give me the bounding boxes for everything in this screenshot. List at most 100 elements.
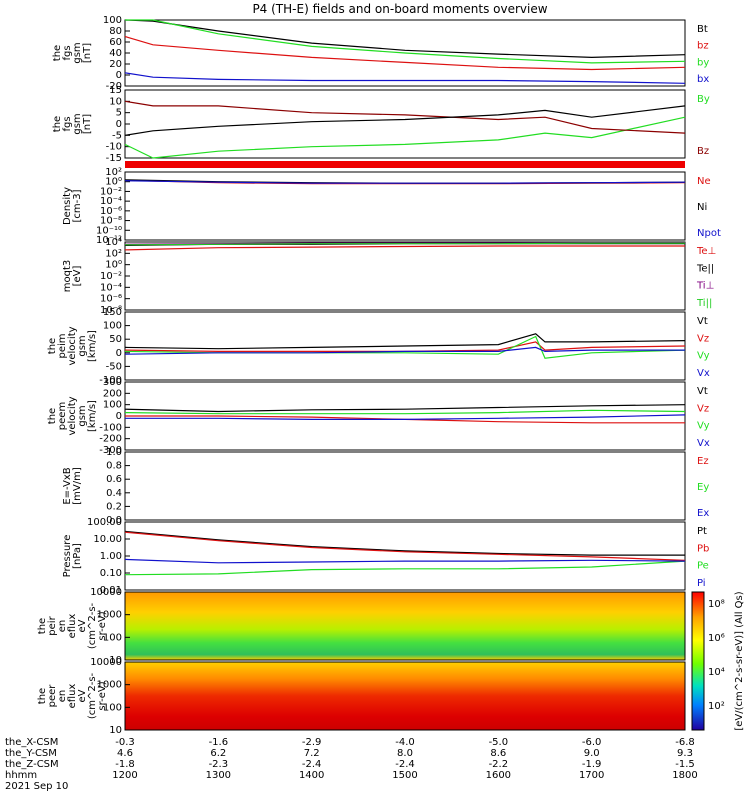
y-tick-label: 100 [103,15,122,26]
panel-peir: 10000 1000 100 10 the peir en eflux eV (cm^2-s-sr… [37,587,686,666]
legend-entry: Vt [697,386,708,397]
date-label: 2021 Sep 10 [5,781,68,792]
x-tick-label: 9.3 [677,748,693,759]
y-axis-label: gsm [72,42,83,63]
y-tick-label: 0.0 [106,515,122,526]
y-axis-label: Density [62,187,73,225]
x-row-label: the_Z-CSM [5,759,59,770]
y-axis-label: peem [57,402,68,430]
series-Vt [124,404,686,413]
y-tick-label: -100 [99,422,122,433]
y-axis-label: velocity [67,326,78,365]
series-Ti|| [124,242,685,246]
y-axis-label: en [57,690,68,703]
y-axis-label: sr-eV) [97,681,108,710]
y-axis-label: fgs [62,116,73,131]
y-axis-label: peir [47,615,58,635]
legend-entry: By [697,94,710,105]
legend-entry: by [697,57,709,68]
legend-entry: Te|| [696,263,714,274]
legend-entry: Bz [697,146,709,157]
y-axis-label: eV [77,689,88,702]
y-tick-label: 1.0 [106,447,122,458]
y-axis-label: the [52,116,63,132]
y-axis-label: en [57,620,68,633]
series-Bx [124,105,686,136]
x-tick-label: 6.2 [210,748,226,759]
y-tick-label: 10 [109,655,122,666]
y-tick-label: 40 [109,48,122,59]
y-tick-label: 1.00 [100,551,122,562]
x-tick-label: 8.0 [397,748,413,759]
panel-efield: 1.0 0.8 0.6 0.4 0.2 0.0 E=-VxB [mV/m] Ez Ey Ex [62,447,709,526]
panel-pressure: 100.00 10.00 1.00 0.10 0.01 Pressure [nPa] Pt Pb… [62,517,709,596]
colorbar-tick: 10⁴ [708,667,725,678]
panel-frame [124,241,686,311]
y-axis-label: eflux [67,614,78,639]
y-axis-label: eflux [67,684,78,709]
y-tick-label: 0.8 [106,461,122,472]
series-Pb [124,531,686,561]
y-axis-label: gsm [72,113,83,134]
y-tick-label: 10.00 [93,534,122,545]
legend-entry: Ti⊥ [696,281,714,292]
y-tick-label: 0.01 [100,585,122,596]
x-tick-label: -1.9 [582,759,602,770]
y-tick-label: 10⁻⁶ [100,294,122,305]
x-tick-label: 1600 [486,770,511,781]
y-tick-label: 20 [109,59,122,70]
series-Bt [124,19,686,59]
page-title: P4 (TH-E) fields and on-board moments ov… [252,2,547,16]
y-tick-label: 10⁰ [105,260,122,271]
x-tick-label: -6.0 [582,737,602,748]
panel-peim: 150 100 50 0 -50 -100 the peim velocity gsm [km/s]… [47,307,710,386]
y-tick-label: 10⁻⁸ [100,305,122,316]
y-tick-label: 10 [109,725,122,736]
y-tick-label: 300 [103,377,122,388]
y-tick-label: -5 [112,130,122,141]
x-tick-label: -1.6 [209,737,229,748]
y-axis-label: fgs [62,45,73,60]
y-tick-label: 0.10 [100,568,122,579]
y-tick-label: 100.00 [87,517,122,528]
panel-frame [124,661,686,731]
colorbar-tick: 10⁶ [708,633,725,644]
y-tick-label: 0 [116,70,122,81]
panel-peer: 10000 1000 100 10 the peer en eflux eV (cm^2-s-sr… [37,657,686,736]
legend-entry: Vy [697,351,710,362]
x-tick-label: -5.0 [489,737,509,748]
y-tick-label: 0.4 [106,488,122,499]
legend-entry: Pe [697,561,709,572]
y-tick-label: 10⁻² [100,186,122,197]
x-tick-label: 1400 [299,770,324,781]
panel-frame [124,451,686,521]
y-tick-label: 0.2 [106,501,122,512]
y-tick-label: 10⁴ [105,237,122,248]
series-By [124,116,686,159]
y-axis-label: the [52,45,63,61]
legend-entry: Vt [697,316,708,327]
y-tick-label: 200 [103,388,122,399]
colorbar-label: [eV/(cm^2-s-sr-eV)] (All Qs) [734,591,745,730]
legend-entry: Ni [697,202,707,213]
legend-entry: Pi [697,578,706,589]
y-tick-label: 10⁻¹⁰ [96,225,122,236]
y-axis-label: Pressure [62,535,73,578]
series-Vx [124,346,685,355]
y-axis-label: [km/s] [87,330,98,362]
legend-entry: Te⊥ [696,246,716,257]
y-axis-label: [km/s] [87,400,98,432]
x-tick-label: 8.6 [490,748,506,759]
x-tick-label: -2.9 [302,737,322,748]
y-tick-label: 1000 [97,680,122,691]
y-tick-label: 0 [116,348,122,359]
y-tick-label: 100 [103,702,122,713]
x-tick-label: -2.4 [302,759,322,770]
y-axis-label: the [47,338,58,354]
y-tick-label: 150 [103,307,122,318]
